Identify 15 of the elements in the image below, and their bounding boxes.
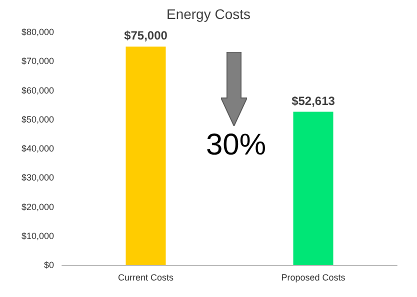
y-tick-label: $20,000 bbox=[21, 202, 54, 212]
y-tick-label: $30,000 bbox=[21, 172, 54, 183]
chart-title: Energy Costs bbox=[166, 6, 251, 22]
y-tick-label: $70,000 bbox=[21, 56, 54, 66]
y-tick-label: $50,000 bbox=[21, 114, 54, 124]
x-tick-label: Proposed Costs bbox=[281, 272, 346, 282]
annotation: 30% bbox=[206, 128, 266, 162]
y-tick-label: $80,000 bbox=[21, 27, 54, 37]
data-label: $75,000 bbox=[124, 28, 168, 43]
x-tick-label: Current Costs bbox=[118, 272, 174, 282]
y-tick-label: $40,000 bbox=[21, 144, 54, 154]
y-tick-label: $10,000 bbox=[21, 230, 54, 241]
data-label: $52,613 bbox=[292, 94, 336, 108]
y-tick-label: $60,000 bbox=[21, 85, 54, 96]
y-tick-label: $0 bbox=[44, 260, 54, 270]
